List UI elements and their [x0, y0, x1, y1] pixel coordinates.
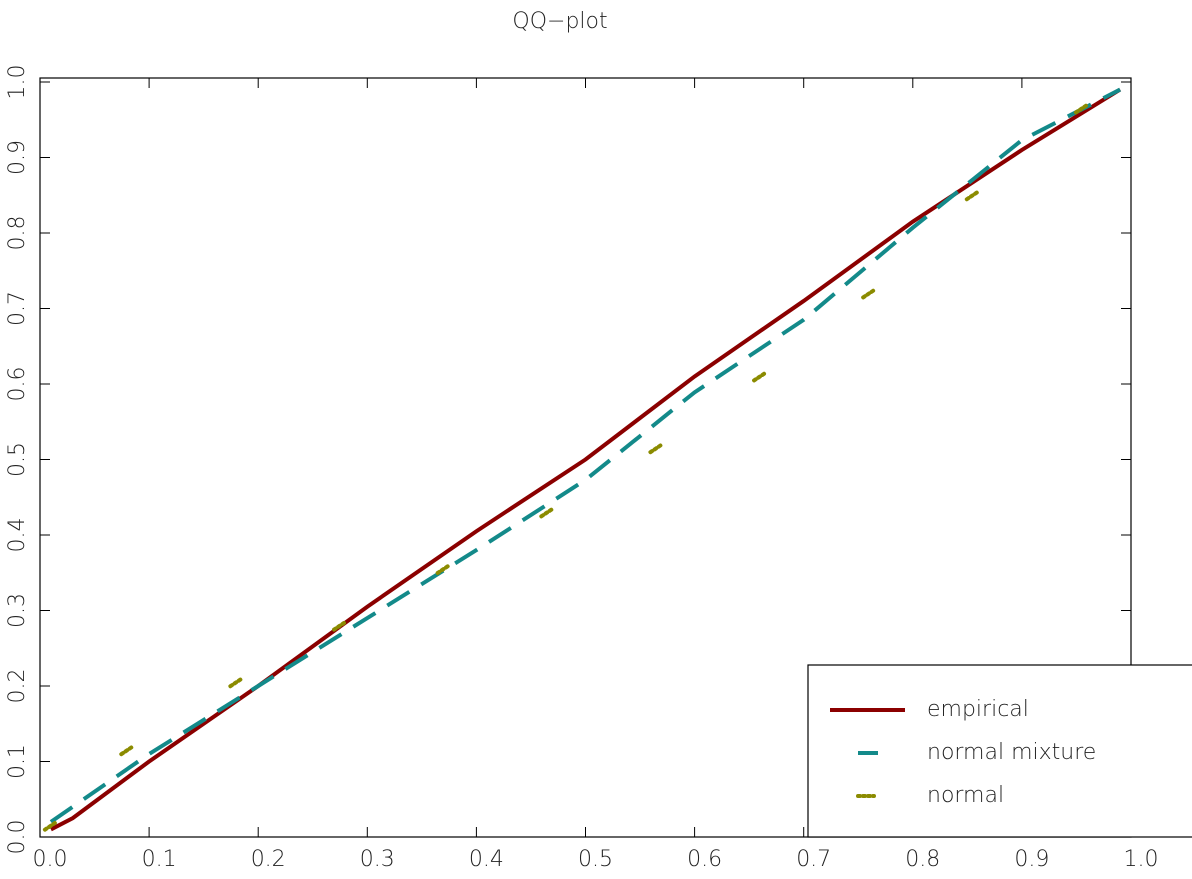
- y-tick-label: 0.2: [5, 669, 30, 704]
- y-tick-label: 0.9: [5, 140, 30, 175]
- x-tick-label: 0.1: [142, 847, 177, 872]
- normal-point: [228, 676, 245, 689]
- y-tick-label: 0.4: [5, 518, 30, 553]
- legend-label: empirical: [927, 697, 1029, 722]
- x-tick-label: 0.8: [905, 847, 940, 872]
- y-tick-label: 1.0: [5, 65, 30, 100]
- y-tick-label: 0.7: [5, 291, 30, 326]
- y-tick-label: 0.8: [5, 216, 30, 251]
- x-tick-label: 0.5: [578, 847, 613, 872]
- normal-point: [1073, 102, 1090, 115]
- x-tick-label: 0.9: [1014, 847, 1049, 872]
- legend-label: normal mixture: [927, 740, 1096, 765]
- normal-point: [42, 819, 59, 832]
- y-tick-label: 0.3: [5, 593, 30, 628]
- y-tick-label: 0.6: [5, 367, 30, 402]
- series-line: [49, 87, 1122, 824]
- normal-point: [539, 506, 556, 519]
- normal-point: [752, 370, 769, 383]
- x-tick-label: 0.4: [469, 847, 504, 872]
- y-tick-label: 0.0: [5, 820, 30, 855]
- normal-point: [119, 744, 136, 757]
- normal-point: [332, 619, 349, 632]
- normal-point: [435, 562, 452, 575]
- x-tick-label: 0.2: [251, 847, 286, 872]
- chart-title: QQ−plot: [512, 9, 607, 34]
- legend-label: normal: [927, 783, 1004, 808]
- x-tick-label: 0.6: [687, 847, 722, 872]
- x-tick-label: 0.7: [796, 847, 831, 872]
- normal-point: [861, 287, 878, 300]
- normal-point: [964, 189, 981, 202]
- x-tick-label: 1.0: [1124, 847, 1159, 872]
- x-tick-label: 0.3: [360, 847, 395, 872]
- normal-point: [648, 442, 665, 455]
- x-tick-label: 0.0: [33, 847, 68, 872]
- series-line: [49, 87, 1122, 832]
- y-tick-label: 0.5: [5, 442, 30, 477]
- y-tick-label: 0.1: [5, 744, 30, 779]
